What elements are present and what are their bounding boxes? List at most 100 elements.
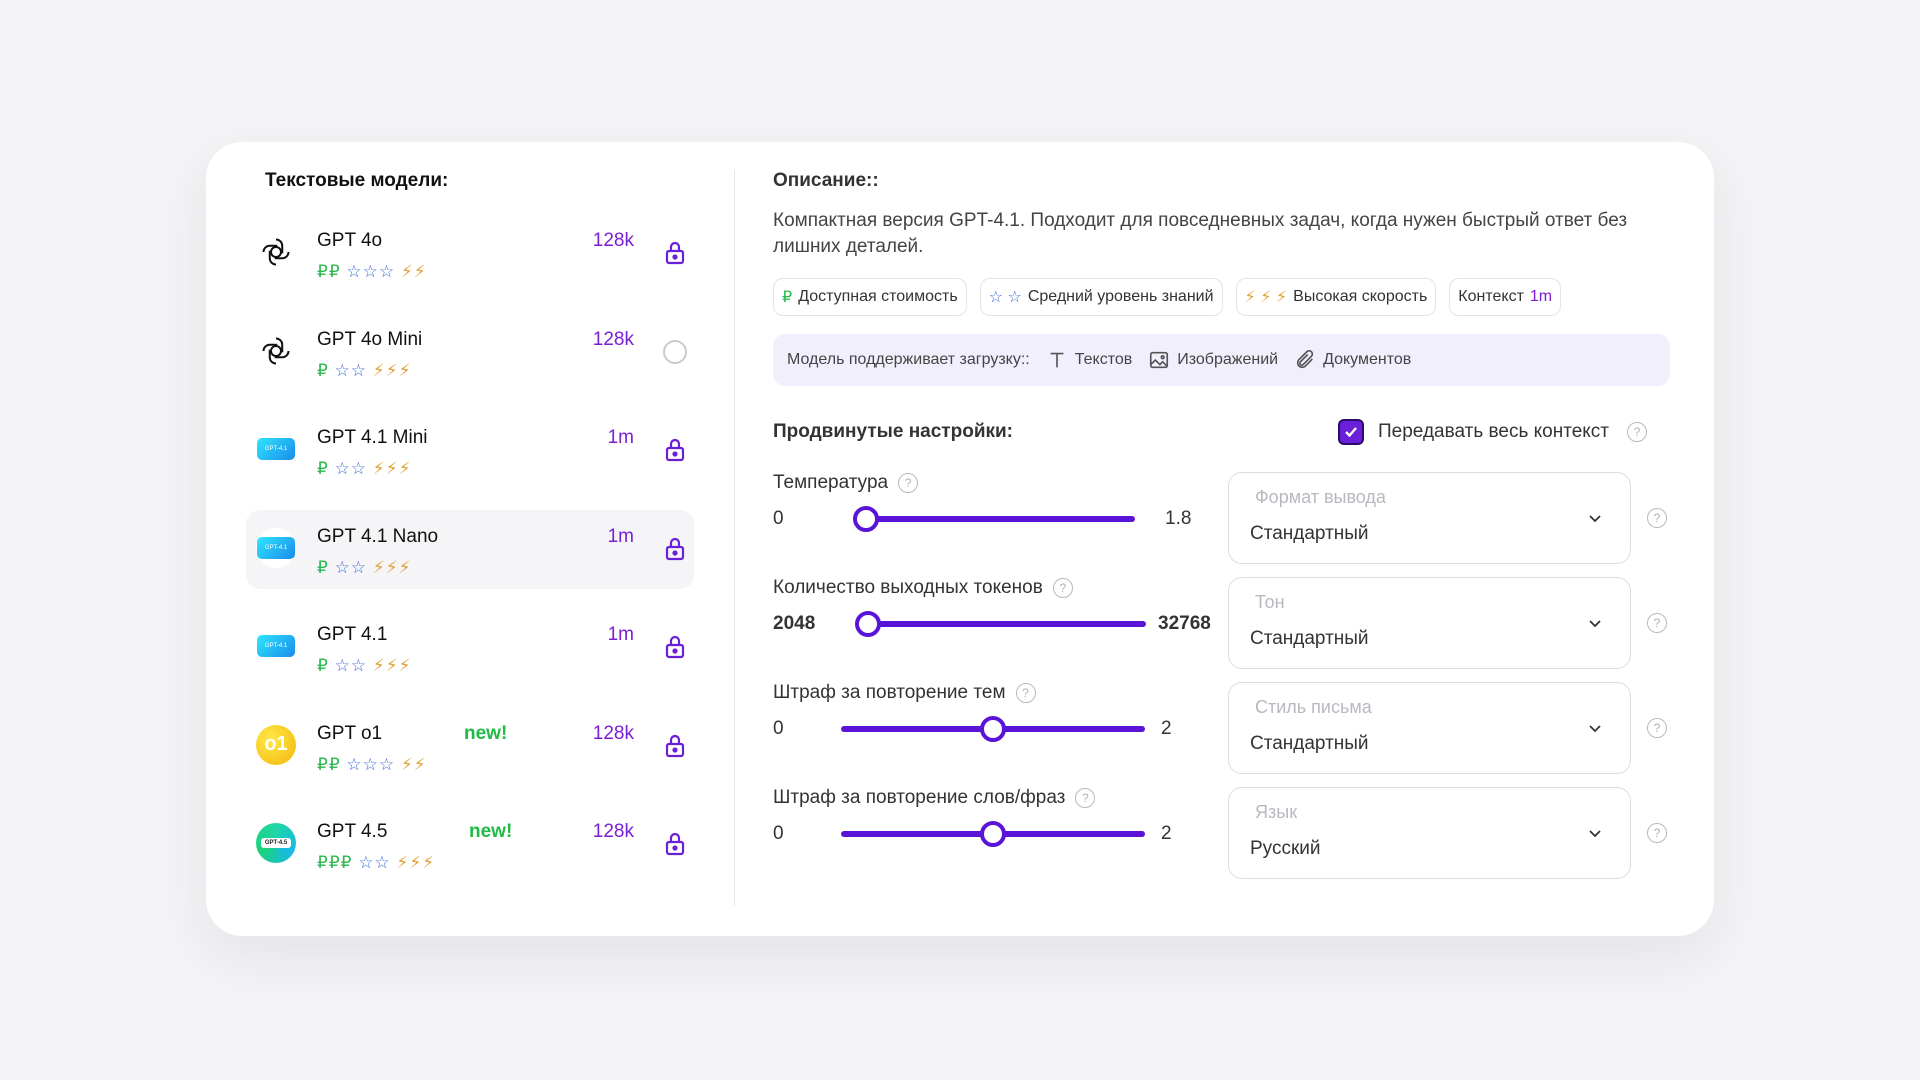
model-item-gpt-41-mini[interactable]: GPT-4.1 GPT 4.1 Mini 1m ₽ ☆☆ ⚡⚡⚡ <box>246 411 694 490</box>
knowledge-rating: ☆☆☆ <box>346 754 396 774</box>
model-item-gpt-4o[interactable]: GPT 4o 128k ₽₽ ☆☆☆ ⚡⚡ <box>246 214 694 293</box>
model-rating: ₽₽ ☆☆☆ ⚡⚡ <box>317 262 427 282</box>
chip-context: Контекст 1m <box>1449 278 1562 316</box>
ruble-icon: ₽ <box>782 289 793 306</box>
word-penalty-label: Штраф за повторение слов/фраз <box>773 787 1066 808</box>
model-item-gpt-o1[interactable]: o1 GPT o1 new! 128k ₽₽ ☆☆☆ ⚡⚡ <box>246 707 694 786</box>
model-name: GPT 4.1 <box>317 624 388 645</box>
slider-thumb[interactable] <box>853 506 879 532</box>
chip-label: Высокая скорость <box>1293 288 1428 305</box>
slider-max: 2 <box>1161 823 1172 844</box>
model-name: GPT 4o Mini <box>317 328 423 350</box>
upload-docs-label: Документов <box>1323 351 1412 368</box>
output-format-select[interactable]: Формат вывода Стандартный <box>1228 472 1631 564</box>
word-penalty-slider-block: Штраф за повторение слов/фраз? 0 2 <box>773 787 1213 857</box>
lock-icon[interactable] <box>662 831 688 857</box>
model-item-gpt-4o-mini[interactable]: GPT 4o Mini 128k ₽ ☆☆ ⚡⚡⚡ <box>246 313 694 392</box>
tokens-label: Количество выходных токенов <box>773 577 1043 598</box>
knowledge-rating: ☆☆ <box>334 557 368 577</box>
pass-context-checkbox[interactable] <box>1338 419 1364 445</box>
model-list: GPT 4o 128k ₽₽ ☆☆☆ ⚡⚡ GPT 4o Mini 128k ₽… <box>246 214 694 904</box>
speed-rating: ⚡⚡⚡ <box>372 557 412 577</box>
gpt45-icon: GPT-4.5 <box>256 823 296 863</box>
model-context: 1m <box>607 427 634 448</box>
pass-context-option[interactable]: Передавать весь контекст ? <box>1338 419 1647 445</box>
help-icon[interactable]: ? <box>1627 422 1647 442</box>
star-icon: ☆ ☆ <box>988 289 1022 306</box>
model-item-gpt-45[interactable]: GPT-4.5 GPT 4.5 new! 128k ₽₽₽ ☆☆ ⚡⚡⚡ <box>246 805 694 884</box>
lock-icon[interactable] <box>662 733 688 759</box>
topic-penalty-slider[interactable]: 0 2 <box>773 712 1213 752</box>
upload-images-label: Изображений <box>1177 351 1279 368</box>
tone-select[interactable]: Тон Стандартный <box>1228 577 1631 669</box>
models-title: Текстовые модели: <box>265 170 449 191</box>
writing-style-select[interactable]: Стиль письма Стандартный <box>1228 682 1631 774</box>
tokens-slider[interactable]: 2048 32768 <box>773 607 1213 647</box>
model-context: 1m <box>607 624 634 645</box>
knowledge-rating: ☆☆☆ <box>346 262 396 281</box>
pass-context-label: Передавать весь контекст <box>1378 421 1609 442</box>
upload-texts: Текстов <box>1046 349 1133 371</box>
lock-icon[interactable] <box>662 634 688 660</box>
slider-min: 2048 <box>773 613 816 634</box>
help-icon[interactable]: ? <box>1647 823 1667 843</box>
model-rating: ₽₽₽ ☆☆ ⚡⚡⚡ <box>317 853 435 873</box>
lock-icon[interactable] <box>662 437 688 463</box>
slider-track[interactable] <box>857 516 1135 522</box>
gpt41-tile-icon: GPT-4.1 <box>256 626 296 666</box>
model-name: GPT o1 <box>317 722 383 744</box>
temperature-slider[interactable]: 0 1.8 <box>773 502 1213 542</box>
model-item-gpt-41-nano[interactable]: GPT-4.1 GPT 4.1 Nano 1m ₽ ☆☆ ⚡⚡⚡ <box>246 509 694 589</box>
upload-texts-label: Текстов <box>1074 351 1133 368</box>
new-badge: new! <box>469 821 513 842</box>
slider-thumb[interactable] <box>980 716 1006 742</box>
lock-icon[interactable] <box>662 240 688 266</box>
text-icon <box>1050 352 1064 368</box>
help-icon[interactable]: ? <box>1647 613 1667 633</box>
select-value: Русский <box>1250 838 1321 859</box>
chip-value: 1m <box>1529 288 1553 305</box>
model-name: GPT 4.1 Mini <box>317 427 428 448</box>
slider-track[interactable] <box>859 621 1146 627</box>
upload-docs: Документов <box>1294 349 1411 371</box>
word-penalty-slider[interactable]: 0 2 <box>773 817 1213 857</box>
price-rating: ₽₽ <box>317 754 341 774</box>
speed-rating: ⚡⚡ <box>400 754 427 774</box>
model-name: GPT 4.1 Nano <box>317 525 439 547</box>
help-icon[interactable]: ? <box>1015 683 1036 703</box>
model-item-gpt-41[interactable]: GPT-4.1 GPT 4.1 1m ₽ ☆☆ ⚡⚡⚡ <box>246 608 694 687</box>
help-icon[interactable]: ? <box>1647 508 1667 528</box>
help-icon[interactable]: ? <box>1647 718 1667 738</box>
select-placeholder: Формат вывода <box>1255 487 1386 507</box>
select-value: Стандартный <box>1250 523 1369 544</box>
price-rating: ₽ <box>317 557 329 577</box>
advanced-title: Продвинутые настройки: <box>773 421 1014 442</box>
slider-max: 32768 <box>1158 613 1211 634</box>
feature-chips: ₽ Доступная стоимость ☆ ☆ Средний уровен… <box>773 278 1562 316</box>
slider-min: 0 <box>773 508 784 529</box>
gpt41-tile-icon: GPT-4.1 <box>256 527 296 568</box>
model-radio[interactable] <box>662 339 688 365</box>
upload-images: Изображений <box>1148 349 1278 371</box>
chip-knowledge: ☆ ☆ Средний уровень знаний <box>979 278 1223 316</box>
chip-label: Контекст <box>1458 288 1524 305</box>
speed-rating: ⚡⚡⚡ <box>372 459 412 478</box>
speed-rating: ⚡⚡⚡ <box>396 853 436 872</box>
price-rating: ₽ <box>317 656 329 675</box>
language-select[interactable]: Язык Русский <box>1228 787 1631 879</box>
upload-support-bar: Модель поддерживает загрузку:: Текстов И… <box>773 334 1670 386</box>
topic-penalty-label: Штраф за повторение тем <box>773 682 1006 703</box>
help-icon[interactable]: ? <box>1052 578 1073 598</box>
model-context: 128k <box>592 722 634 744</box>
model-rating: ₽ ☆☆ ⚡⚡⚡ <box>317 558 412 578</box>
lock-icon[interactable] <box>662 536 688 562</box>
model-context: 128k <box>592 230 634 251</box>
help-icon[interactable]: ? <box>898 473 919 493</box>
slider-thumb[interactable] <box>980 821 1006 847</box>
model-rating: ₽ ☆☆ ⚡⚡⚡ <box>317 459 412 479</box>
knowledge-rating: ☆☆ <box>358 853 391 872</box>
help-icon[interactable]: ? <box>1075 788 1096 808</box>
select-value: Стандартный <box>1250 628 1369 649</box>
slider-thumb[interactable] <box>855 611 881 637</box>
model-name: GPT 4o <box>317 230 383 251</box>
